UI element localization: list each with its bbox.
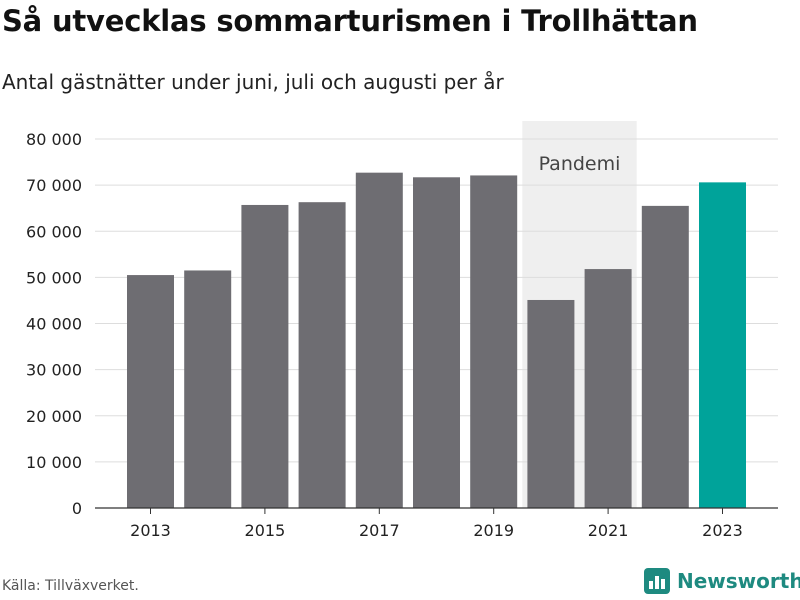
x-tick-label: 2021 (588, 521, 629, 540)
bar-2013 (127, 275, 174, 508)
y-tick-label: 10 000 (26, 453, 82, 472)
bar-2016 (298, 202, 346, 508)
source-note: Källa: Tillväxverket. (2, 578, 139, 594)
bar-2017 (355, 172, 403, 508)
y-tick-label: 0 (72, 499, 82, 518)
x-tick-label: 2013 (130, 521, 171, 540)
bar-2018 (413, 177, 460, 508)
y-tick-label: 70 000 (26, 176, 82, 195)
bar-2014 (184, 270, 232, 508)
x-tick-label: 2015 (245, 521, 286, 540)
bar-2023 (699, 182, 746, 509)
x-tick-label: 2017 (359, 521, 400, 540)
y-tick-label: 80 000 (26, 130, 82, 149)
bar-2022 (641, 205, 689, 508)
bar-2021 (584, 269, 632, 508)
brand-name: Newsworthy (677, 569, 800, 593)
y-tick-label: 20 000 (26, 407, 82, 426)
bar-chart: Pandemi 0 10 000 20 000 30 000 40 000 50 000 6… (26, 121, 778, 540)
bar-2019 (470, 175, 518, 508)
chart-title: Så utvecklas sommarturismen i Trollhätta… (2, 4, 698, 38)
y-tick-label: 60 000 (26, 222, 82, 241)
y-tick-label: 50 000 (26, 268, 82, 287)
x-tick-label: 2019 (473, 521, 514, 540)
bar-2015 (241, 204, 289, 509)
chart-subtitle: Antal gästnätter under juni, juli och au… (2, 70, 504, 94)
bar-2020 (527, 299, 575, 508)
bar-chart-icon (644, 568, 670, 594)
x-tick-label: 2023 (702, 521, 743, 540)
brand-logo: Newsworthy (644, 568, 800, 594)
pandemic-label: Pandemi (539, 153, 621, 175)
y-tick-label: 40 000 (26, 315, 82, 334)
y-tick-label: 30 000 (26, 361, 82, 380)
